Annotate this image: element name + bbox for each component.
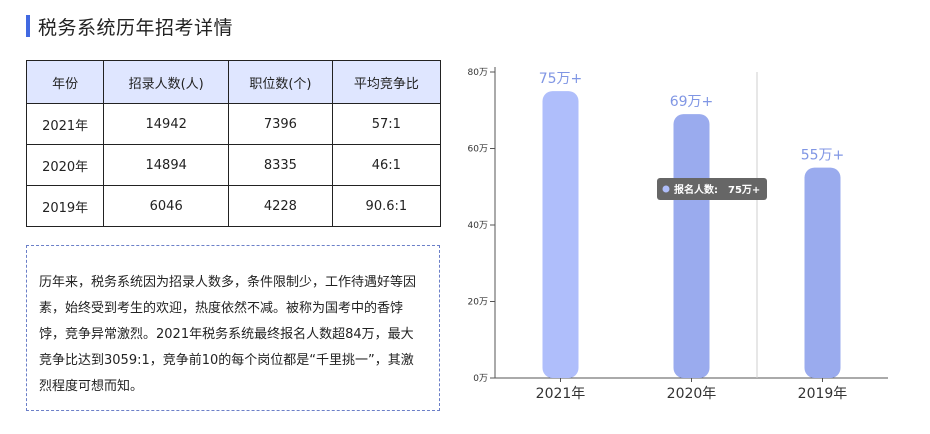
table-cell-ratio: 46:1: [331, 144, 442, 186]
title-accent-bar: [26, 15, 30, 37]
table-row: 2019年 6046 4228 90.6:1: [25, 185, 442, 227]
tooltip-label: 报名人数:: [674, 183, 718, 196]
table-row: 2020年 14894 8335 46:1: [25, 144, 442, 186]
y-tick-label: 80万: [468, 68, 488, 78]
x-tick-label: 2020年: [667, 386, 717, 400]
table-cell-positions: 8335: [228, 144, 333, 186]
column-header-recruits: 招录人数(人): [103, 60, 230, 104]
table-cell-year: 2019年: [25, 185, 105, 227]
bar: [673, 114, 710, 378]
x-tick-label: 2021年: [536, 386, 586, 400]
data-label: 75万+: [539, 71, 583, 87]
table-cell-recruits: 6046: [103, 185, 230, 227]
table-cell-recruits: 14894: [103, 144, 230, 186]
recruitment-table: 年份 招录人数(人) 职位数(个) 平均竞争比 2021年 14942 7396…: [25, 60, 442, 227]
description-text: 历年来，税务系统因为招录人数多，条件限制少，工作待遇好等因素，始终受到考生的欢迎…: [39, 275, 417, 394]
table-cell-positions: 7396: [228, 103, 333, 145]
table-cell-recruits: 14942: [103, 103, 230, 145]
column-header-year: 年份: [25, 60, 105, 104]
data-label: 55万+: [801, 148, 845, 164]
page-title-text: 税务系统历年招考详情: [38, 16, 234, 39]
table-cell-ratio: 90.6:1: [331, 185, 442, 227]
table-cell-positions: 4228: [228, 185, 333, 227]
y-tick-label: 40万: [468, 221, 488, 231]
tooltip-value: 75万+: [728, 184, 760, 196]
applicants-bar-chart: 0万 20万 40万 60万 80万 75万+ 2021年 69万+ 2020年 55万+ 2019…: [468, 67, 888, 400]
page-title: 税务系统历年招考详情: [26, 14, 234, 39]
table-cell-year: 2021年: [25, 103, 105, 145]
bar: [804, 167, 841, 378]
column-header-ratio: 平均竞争比: [331, 60, 442, 104]
column-header-positions: 职位数(个): [228, 60, 333, 104]
table-cell-ratio: 57:1: [331, 103, 442, 145]
bar: [542, 91, 579, 378]
description-box: 历年来，税务系统因为招录人数多，条件限制少，工作待遇好等因素，始终受到考生的欢迎…: [26, 245, 440, 411]
y-tick-label: 60万: [468, 145, 488, 155]
tooltip-box: [657, 178, 767, 200]
table-row: 2021年 14942 7396 57:1: [25, 103, 442, 145]
data-label: 69万+: [670, 94, 714, 110]
table-cell-year: 2020年: [25, 144, 105, 186]
tooltip-marker-icon: [662, 185, 670, 193]
y-tick-label: 20万: [468, 298, 488, 308]
x-tick-label: 2019年: [798, 386, 848, 400]
y-tick-label: 0万: [473, 374, 488, 384]
table-header-row: 年份 招录人数(人) 职位数(个) 平均竞争比: [25, 60, 442, 104]
